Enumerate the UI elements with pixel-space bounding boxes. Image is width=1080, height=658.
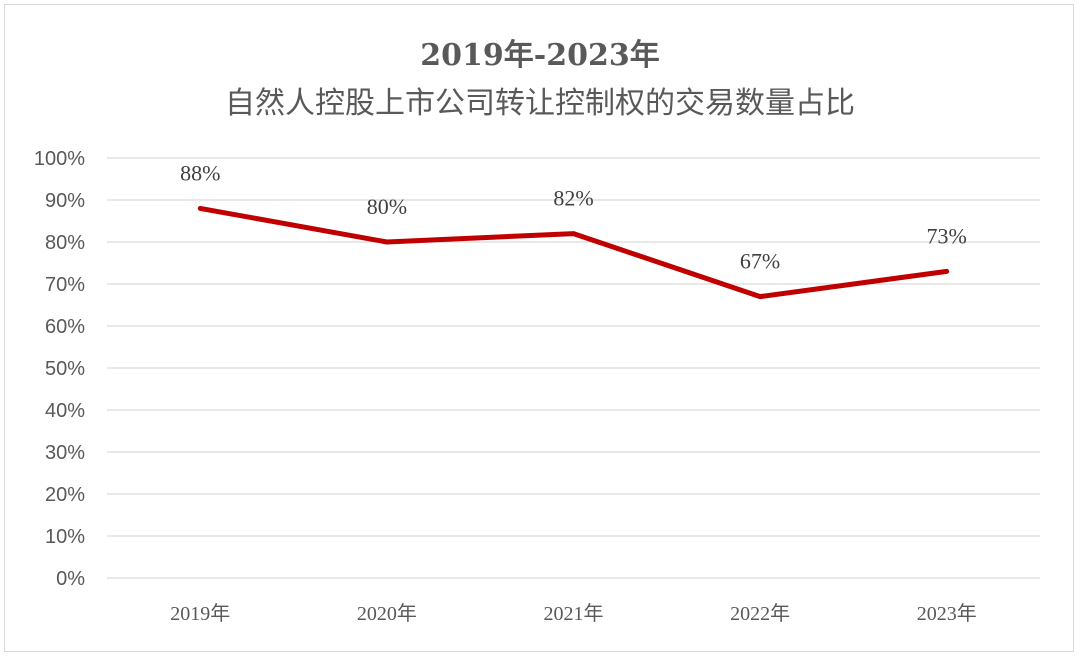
y-tick-label: 10% — [45, 526, 85, 548]
series-line — [197, 205, 950, 300]
x-tick-label: 2021年 — [544, 602, 604, 625]
y-tick-label: 30% — [45, 442, 85, 464]
y-tick-label: 60% — [45, 316, 85, 338]
x-tick-label: 2020年 — [357, 602, 417, 625]
data-labels: 88% 80% 82% 67% 73% — [180, 160, 967, 273]
x-tick-label: 2022年 — [730, 602, 790, 625]
data-label: 82% — [553, 186, 593, 211]
y-tick-label: 20% — [45, 484, 85, 506]
y-tick-label: 50% — [45, 358, 85, 380]
y-tick-label: 90% — [45, 190, 85, 212]
x-tick-label: 2019年 — [170, 602, 230, 625]
y-tick-label: 0% — [56, 568, 85, 590]
y-tick-label: 70% — [45, 274, 85, 296]
chart-subtitle: 自然人控股上市公司转让控制权的交易数量占比 — [225, 86, 855, 121]
y-tick-label: 80% — [45, 232, 85, 254]
data-label: 67% — [740, 249, 780, 274]
x-axis-ticks: 2019年 2020年 2021年 2022年 2023年 — [170, 602, 976, 625]
chart-title: 2019年-2023年 — [420, 38, 660, 73]
y-axis-ticks: 0% 10% 20% 30% 40% 50% 60% 70% 80% 90% 100% — [34, 148, 85, 590]
y-tick-label: 40% — [45, 400, 85, 422]
data-label: 80% — [367, 194, 407, 219]
gridlines — [107, 157, 1040, 579]
chart-frame — [4, 4, 1074, 652]
x-tick-label: 2023年 — [917, 602, 977, 625]
series-polyline — [197, 205, 950, 300]
data-label: 73% — [927, 223, 967, 248]
y-tick-label: 100% — [34, 148, 85, 170]
data-label: 88% — [180, 160, 220, 185]
